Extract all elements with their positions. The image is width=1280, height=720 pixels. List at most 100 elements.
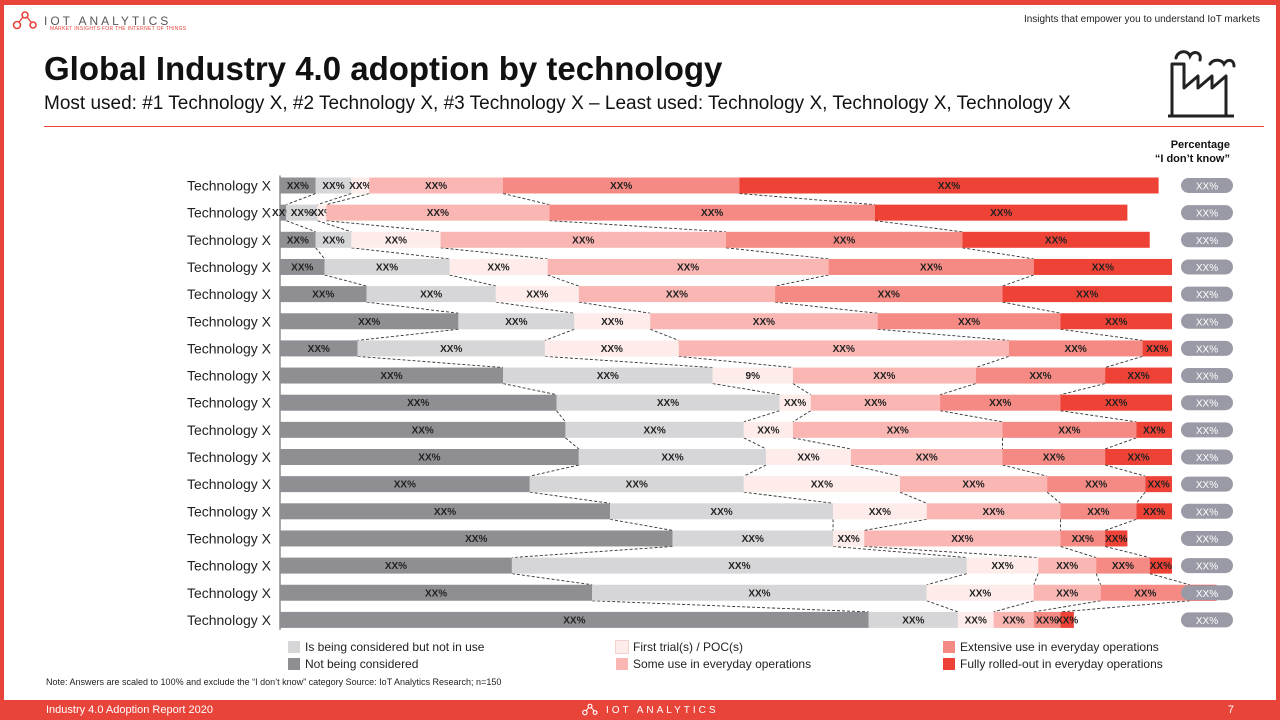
- data-label: XX%: [1092, 262, 1114, 273]
- data-label: XX%: [962, 480, 984, 491]
- data-label: XX%: [951, 534, 973, 545]
- data-label: XX%: [797, 453, 819, 464]
- bar-segment: [712, 367, 793, 384]
- legend-some-use: Some use in everyday operations: [616, 657, 811, 671]
- connector-line: [286, 193, 316, 206]
- bar-segment: [578, 449, 767, 465]
- bar-segment: [574, 313, 651, 330]
- bar-segment: [556, 394, 780, 411]
- data-label: XX%: [644, 425, 666, 436]
- bar-segment: [868, 611, 958, 628]
- data-label: XX%: [1085, 480, 1107, 491]
- legend-swatch-first-trial: [615, 640, 629, 654]
- data-label: XX%: [434, 507, 456, 518]
- footer-page-number: 7: [1227, 704, 1234, 716]
- data-label: XX%: [1043, 453, 1065, 464]
- bar-segment: [547, 258, 829, 275]
- bar-segment: [1100, 584, 1190, 601]
- bar-segment: [1136, 421, 1172, 438]
- dont-know-value: XX%: [1196, 317, 1218, 328]
- bar-segment: [280, 231, 316, 248]
- connector-line: [326, 193, 370, 206]
- connector-line: [743, 410, 780, 423]
- data-label: XX%: [349, 181, 371, 192]
- bar-segment: [940, 394, 1061, 411]
- bar-segment: [324, 258, 450, 275]
- connector-line: [1135, 491, 1146, 504]
- data-label: XX%: [661, 453, 683, 464]
- bar-segment: [1105, 449, 1172, 465]
- connector-line: [1002, 301, 1061, 314]
- data-label: XX%: [601, 344, 623, 355]
- bar-segment: [280, 476, 530, 493]
- connector-line: [792, 383, 811, 396]
- bar-segment: [1033, 611, 1061, 628]
- connector-line: [1060, 328, 1143, 341]
- bar-segment: [726, 231, 963, 248]
- data-label: XX%: [563, 615, 585, 626]
- data-label: XX%: [291, 208, 313, 219]
- connector-line: [609, 518, 673, 531]
- footer-logo-icon: [582, 703, 598, 716]
- bar-segment: [280, 557, 512, 574]
- data-label: XX%: [701, 208, 723, 219]
- data-label: XX%: [407, 398, 429, 409]
- connector-line: [366, 301, 459, 314]
- bar-segment: [1060, 611, 1074, 628]
- data-label: XX%: [1127, 453, 1149, 464]
- bar-segment: [1105, 367, 1172, 384]
- connector-line: [926, 573, 967, 586]
- connector-line: [850, 464, 901, 477]
- bar-segment: [544, 340, 679, 357]
- category-label: Technology X: [187, 530, 272, 546]
- data-label: XX%: [465, 534, 487, 545]
- data-label: XX%: [1105, 534, 1127, 545]
- connector-line: [529, 491, 611, 504]
- legend-label-some-use: Some use in everyday operations: [633, 657, 812, 671]
- category-label: Technology X: [187, 422, 272, 438]
- data-label: XX%: [753, 317, 775, 328]
- bar-segment: [610, 503, 834, 520]
- dont-know-value: XX%: [1196, 507, 1218, 518]
- bar-segment: [280, 394, 557, 411]
- legend-swatch-fully: [943, 658, 955, 670]
- connector-line: [739, 193, 876, 206]
- dont-know-value: XX%: [1196, 399, 1218, 410]
- bar-segment: [874, 204, 1128, 221]
- connector-line: [792, 410, 811, 423]
- connector-line: [578, 301, 651, 314]
- legend-label-extensive: Extensive use in everyday operations: [960, 640, 1159, 654]
- dont-know-value: XX%: [1196, 344, 1218, 355]
- bar-segment: [280, 530, 673, 547]
- bar-segment: [549, 204, 875, 221]
- data-label: XX%: [1148, 480, 1170, 491]
- data-label: XX%: [425, 588, 447, 599]
- category-label: Technology X: [187, 205, 272, 221]
- bar-segment: [779, 394, 811, 411]
- connector-line: [1033, 600, 1101, 613]
- connector-line: [317, 220, 352, 233]
- bar-segment: [672, 530, 834, 547]
- connector-line: [495, 301, 575, 314]
- bar-segment: [833, 503, 927, 520]
- data-label: XX%: [385, 561, 407, 572]
- data-label: XX%: [601, 317, 623, 328]
- legend-swatch-some-use: [616, 658, 628, 670]
- data-label: XX%: [833, 344, 855, 355]
- connector-line: [592, 600, 869, 613]
- connector-line: [712, 383, 780, 396]
- footer-logo: IOT ANALYTICS: [580, 703, 719, 717]
- dont-know-pill: [1181, 286, 1233, 302]
- data-label: XX%: [1056, 561, 1078, 572]
- category-label: Technology X: [187, 476, 272, 492]
- dont-know-value: XX%: [1196, 480, 1218, 491]
- dont-know-value: XX%: [1196, 290, 1218, 301]
- data-label: XX%: [902, 615, 924, 626]
- connector-line: [1033, 573, 1039, 585]
- bar-segment: [1008, 340, 1143, 357]
- connector-line: [1149, 573, 1190, 586]
- data-label: XX%: [838, 534, 860, 545]
- connector-line: [440, 247, 548, 260]
- data-label: XX%: [1003, 615, 1025, 626]
- bar-segment: [743, 421, 793, 438]
